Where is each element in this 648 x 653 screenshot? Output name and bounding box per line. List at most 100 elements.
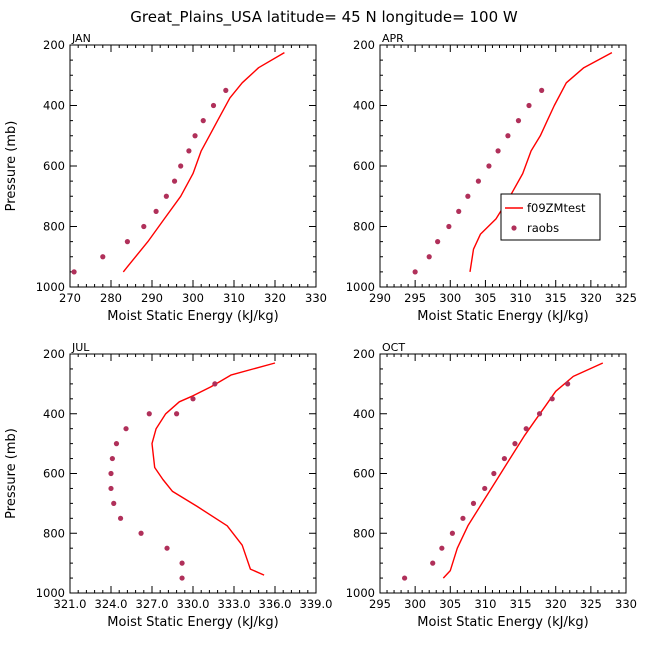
x-tick-label: 315 [510,597,532,611]
obs-data-point [192,133,198,139]
x-tick-label: 320 [580,291,602,305]
y-tick-label: 800 [43,220,65,234]
y-tick-label: 1000 [36,586,65,600]
x-tick-label: 321.0 [54,597,87,611]
obs-data-point [523,426,529,432]
x-axis-label: Moist Static Energy (kJ/kg) [417,615,588,630]
y-tick-label: 200 [43,38,65,52]
model-series-line [151,362,276,576]
x-tick-label: 305 [439,597,461,611]
x-tick-label: 320 [545,597,567,611]
plot-frame [379,353,627,594]
y-tick-label: 800 [353,220,375,234]
obs-data-point [171,178,178,184]
obs-data-point [109,455,115,462]
obs-data-point [123,426,129,432]
obs-data-point [210,102,217,109]
obs-data-point [449,530,455,536]
panel-name-label: OCT [382,341,405,354]
x-tick-label: 295 [369,597,391,611]
x-tick-label: 333.0 [218,597,251,611]
obs-data-point [536,411,543,417]
x-tick-label: 330 [615,597,637,611]
obs-data-point [446,223,452,230]
obs-data-point [491,470,497,477]
y-tick-label: 600 [43,467,65,481]
obs-data-point [113,441,120,447]
x-tick-label: 339.0 [300,597,333,611]
obs-data-point [153,208,159,214]
panel-oct: 295 300 305 310 315 320 325 330 200 400 600 800 1000… [346,341,637,630]
obs-data-point [179,560,185,566]
obs-data-point [475,178,481,184]
y-tick-label: 600 [353,467,375,481]
legend-obs-label: raobs [527,221,559,235]
obs-data-point [164,545,170,551]
legend-model-label: f09ZMtest [527,201,586,215]
x-tick-label: 327.0 [136,597,169,611]
obs-data-point [178,163,184,169]
obs-data-point [412,269,418,275]
panel-jan: 270 280 290 300 310 320 330 200 400 600 800 1000 JAN… [4,32,327,324]
x-tick-label: 310 [474,597,496,611]
obs-data-point [426,254,432,260]
y-tick-label: 1000 [36,280,65,294]
obs-data-point [163,193,169,199]
x-tick-label: 324.0 [95,597,128,611]
y-tick-label: 400 [353,407,375,421]
x-tick-label: 310 [223,291,245,305]
obs-data-point [200,118,206,124]
x-tick-label: 310 [510,291,532,305]
obs-data-point [515,118,522,124]
panel-name-label: JAN [71,32,91,45]
x-axis-label: Moist Static Energy (kJ/kg) [107,615,278,630]
obs-data-point [212,381,218,387]
plot-frame [379,44,627,288]
obs-data-point [465,193,471,199]
legend: f09ZMtest raobs [500,193,601,241]
x-tick-label: 280 [100,291,122,305]
obs-data-point [460,515,466,521]
obs-data-point [223,87,229,93]
obs-data-point [470,500,477,506]
obs-data-point [549,396,555,402]
obs-data-point [486,163,492,169]
model-series-line [469,51,613,273]
plot-frame [69,353,317,594]
y-tick-label: 200 [43,347,65,361]
obs-data-point [117,515,124,521]
y-tick-label: 400 [353,99,375,113]
x-tick-label: 325 [615,291,637,305]
x-tick-label: 305 [474,291,496,305]
obs-data-point [456,208,462,214]
panel-name-label: JUL [71,341,90,354]
obs-data-point [482,485,488,492]
obs-data-point [108,470,114,477]
chart-title: Great_Plains_USA latitude= 45 N longitud… [130,8,518,27]
obs-data-point [174,411,180,417]
x-tick-label: 330.0 [177,597,210,611]
panel-jul: 321.0 324.0 327.0 330.0 333.0 336.0 339.0 200 40… [4,341,332,630]
x-axis-label: Moist Static Energy (kJ/kg) [417,309,588,324]
obs-data-point [539,87,545,93]
y-tick-label: 1000 [346,280,375,294]
x-tick-label: 290 [369,291,391,305]
legend-box [500,193,601,241]
obs-data-point [186,148,192,154]
x-tick-label: 315 [545,291,567,305]
y-tick-label: 400 [43,99,65,113]
y-tick-label: 200 [353,347,375,361]
obs-data-point [526,102,532,109]
x-tick-label: 270 [59,291,81,305]
x-tick-label: 325 [580,597,602,611]
model-series-line [442,362,604,579]
obs-data-point [430,560,436,566]
plot-frame [69,44,317,288]
x-tick-label: 290 [141,291,163,305]
obs-data-point [190,396,196,402]
x-tick-label: 336.0 [259,597,292,611]
y-tick-label: 1000 [346,586,375,600]
y-tick-label: 800 [353,526,375,540]
panel-apr: 290 295 300 305 310 315 320 325 200 400 600 800 1000… [346,32,637,324]
obs-data-point [402,575,408,581]
